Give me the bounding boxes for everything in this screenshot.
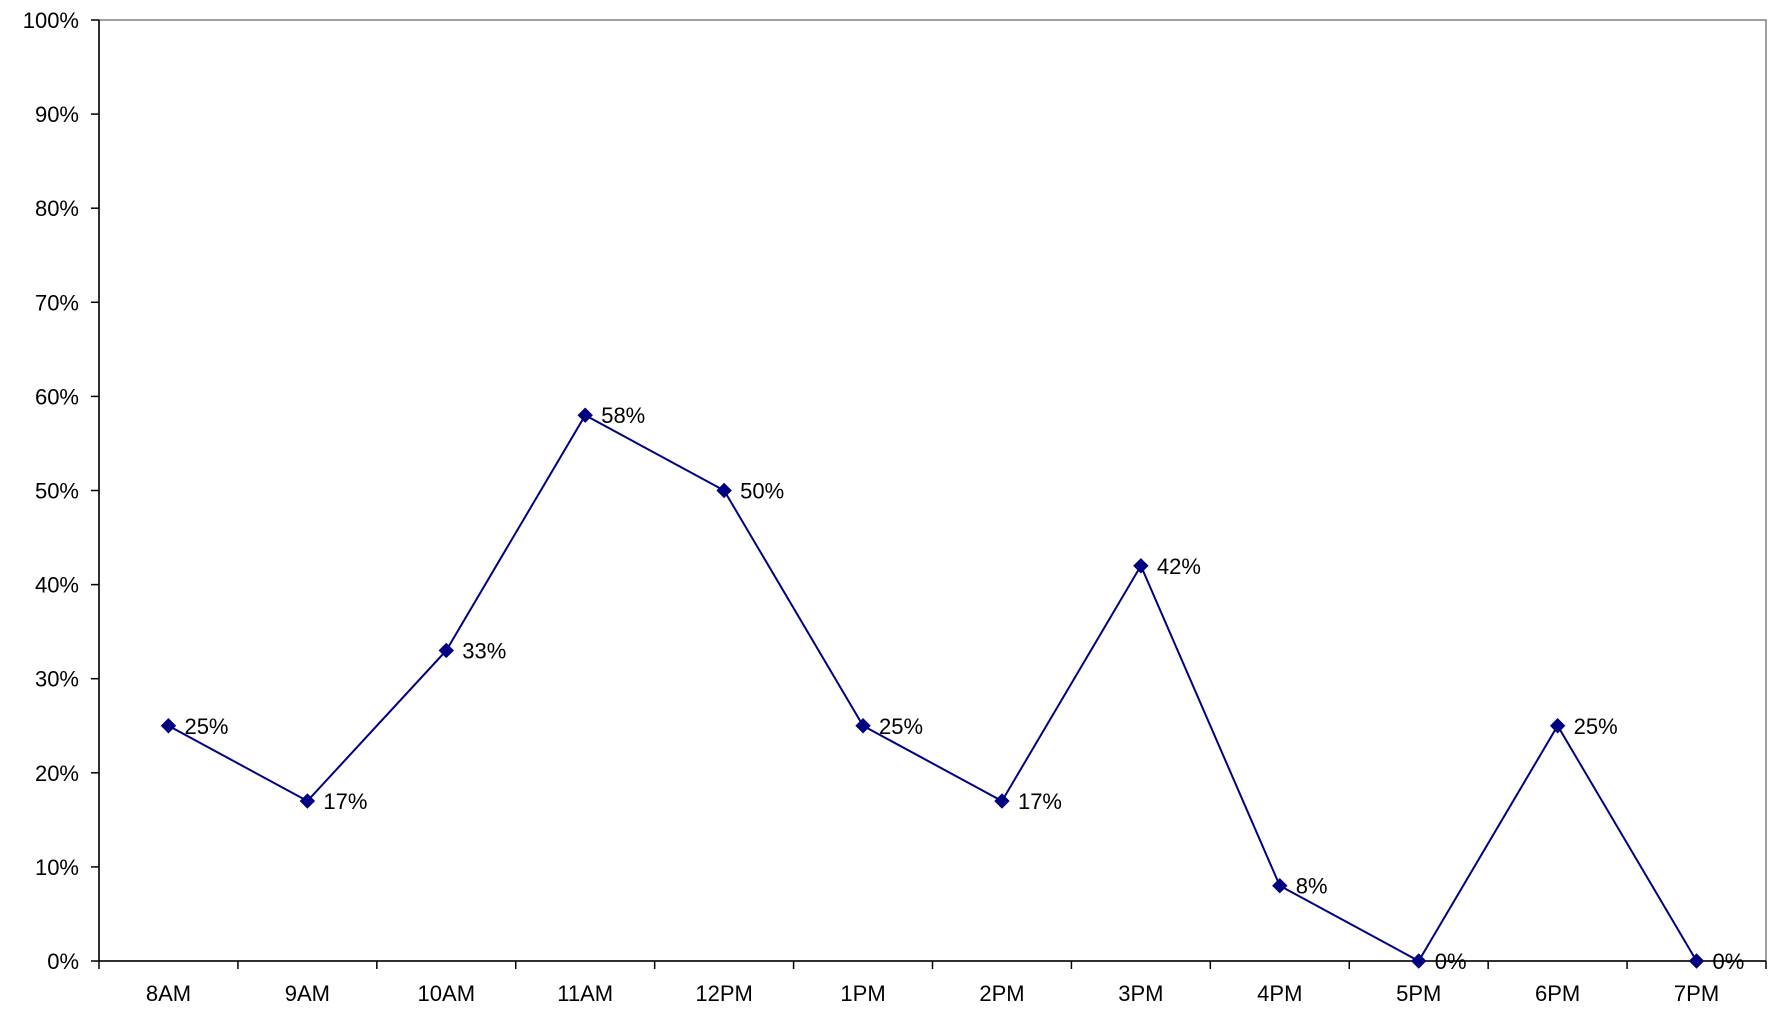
data-label: 33% xyxy=(462,638,506,663)
x-tick-label: 9AM xyxy=(285,981,330,1006)
series-line xyxy=(167,413,1698,963)
x-tick-label: 2PM xyxy=(979,981,1024,1006)
data-point-marker xyxy=(1688,953,1705,969)
data-point-marker xyxy=(1133,558,1149,574)
data-label: 42% xyxy=(1157,554,1201,579)
y-tick-label: 20% xyxy=(35,761,79,786)
x-tick-label: 3PM xyxy=(1118,981,1163,1006)
plot-area: 0% 10% 20% 30% 40% 50% 60% 70% 80% 90% 100% 8AM 9AM 1… xyxy=(23,8,1767,1006)
x-tick-label: 6PM xyxy=(1535,981,1580,1006)
plot-border xyxy=(98,19,1767,962)
y-tick-label: 80% xyxy=(35,196,79,221)
y-tick-label: 90% xyxy=(35,102,79,127)
data-point-marker xyxy=(1411,953,1427,969)
y-tick-label: 60% xyxy=(35,384,79,409)
data-point-marker xyxy=(438,642,454,659)
data-label: 8% xyxy=(1296,874,1328,899)
data-point-marker xyxy=(299,793,316,809)
data-label: 50% xyxy=(740,479,784,504)
x-tick-label: 5PM xyxy=(1396,981,1441,1006)
data-point-marker xyxy=(994,793,1010,809)
data-label: 0% xyxy=(1435,949,1467,974)
y-tick-label: 100% xyxy=(23,8,79,33)
data-label: 0% xyxy=(1713,949,1745,974)
data-point-marker xyxy=(855,718,871,734)
data-label: 25% xyxy=(184,714,228,739)
y-tick-label: 70% xyxy=(35,290,79,315)
x-tick-label: 1PM xyxy=(840,981,885,1006)
y-tick-label: 0% xyxy=(47,949,79,974)
data-point-marker xyxy=(160,718,177,734)
data-point-marker xyxy=(577,407,593,423)
data-label: 17% xyxy=(323,789,367,814)
y-tick-label: 10% xyxy=(35,855,79,880)
x-tick-label: 4PM xyxy=(1257,981,1302,1006)
data-label: 58% xyxy=(601,403,645,428)
data-point-marker xyxy=(1549,718,1566,734)
y-tick-label: 40% xyxy=(35,573,79,598)
x-tick-label: 8AM xyxy=(146,981,191,1006)
data-label: 17% xyxy=(1018,789,1062,814)
y-tick-label: 30% xyxy=(35,667,79,692)
x-tick-label: 12PM xyxy=(695,981,752,1006)
data-label: 25% xyxy=(879,714,923,739)
x-tick-label: 11AM xyxy=(557,981,613,1006)
data-label: 25% xyxy=(1574,714,1618,739)
y-tick-label: 50% xyxy=(35,479,79,504)
x-tick-label: 7PM xyxy=(1674,981,1719,1006)
data-point-marker xyxy=(716,482,732,499)
data-point-marker xyxy=(1272,878,1288,894)
x-tick-label: 10AM xyxy=(418,981,475,1006)
